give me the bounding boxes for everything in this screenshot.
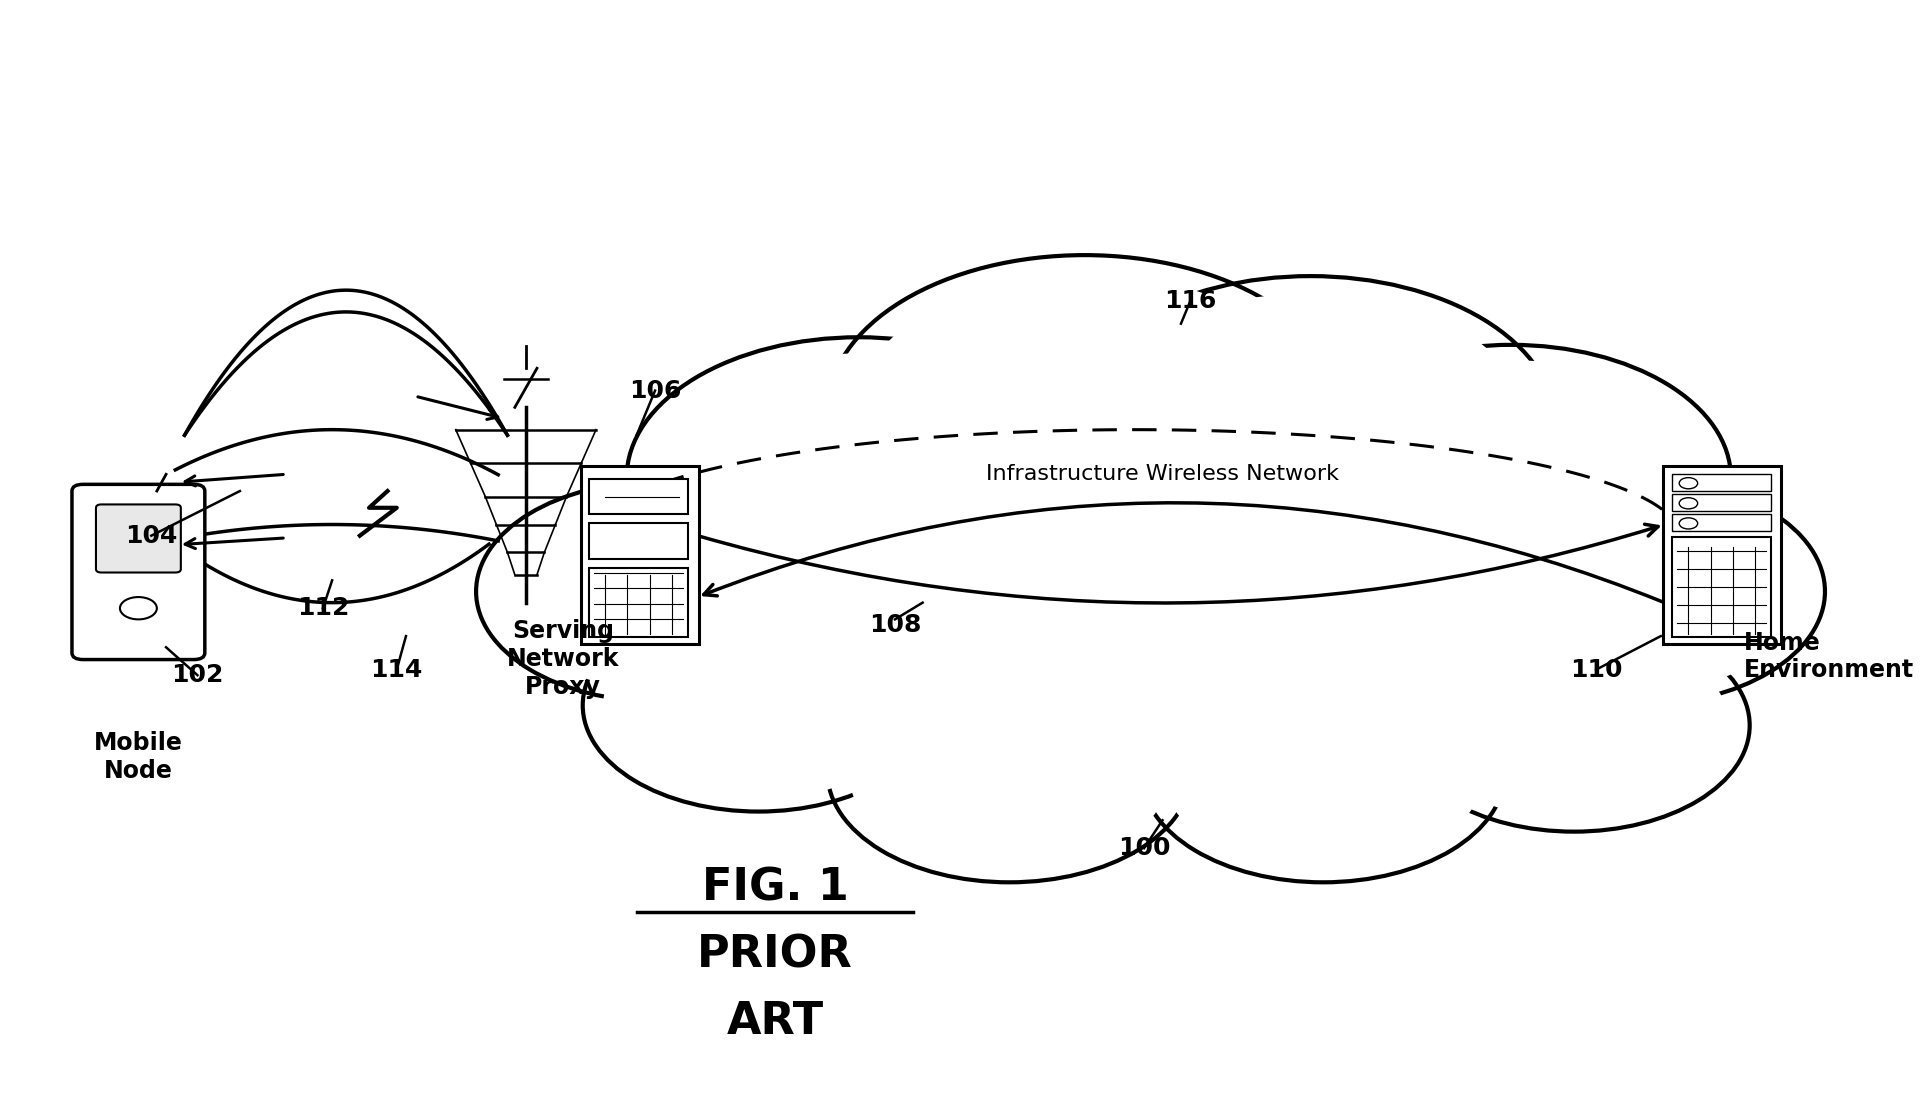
- Text: 110: 110: [1569, 657, 1621, 682]
- Text: FIG. 1: FIG. 1: [701, 866, 848, 910]
- Circle shape: [498, 494, 817, 689]
- Circle shape: [1470, 491, 1801, 692]
- Circle shape: [1065, 276, 1555, 573]
- Text: PRIOR: PRIOR: [697, 933, 852, 976]
- FancyBboxPatch shape: [97, 504, 182, 573]
- FancyBboxPatch shape: [1671, 537, 1770, 637]
- Circle shape: [120, 597, 156, 619]
- Circle shape: [1679, 498, 1696, 509]
- Text: 116: 116: [1163, 289, 1215, 314]
- Text: 114: 114: [371, 657, 423, 682]
- Text: Serving
Network
Proxy: Serving Network Proxy: [506, 619, 618, 699]
- FancyBboxPatch shape: [1662, 466, 1779, 644]
- Circle shape: [1418, 632, 1727, 819]
- Circle shape: [655, 354, 1063, 602]
- FancyBboxPatch shape: [582, 466, 699, 644]
- Text: Infrastructure Wireless Network: Infrastructure Wireless Network: [985, 464, 1339, 484]
- Circle shape: [1140, 662, 1505, 883]
- Circle shape: [1679, 478, 1696, 489]
- Circle shape: [858, 273, 1310, 548]
- Circle shape: [848, 675, 1169, 869]
- Circle shape: [582, 599, 933, 811]
- Circle shape: [1447, 478, 1824, 705]
- Text: Mobile
Node: Mobile Node: [95, 731, 184, 782]
- Text: 106: 106: [628, 378, 680, 403]
- FancyBboxPatch shape: [71, 484, 205, 660]
- FancyBboxPatch shape: [589, 523, 688, 559]
- Circle shape: [603, 612, 912, 799]
- FancyBboxPatch shape: [1671, 494, 1770, 511]
- Circle shape: [475, 481, 840, 702]
- Circle shape: [827, 662, 1190, 883]
- Text: 100: 100: [1117, 836, 1169, 860]
- Circle shape: [1095, 294, 1524, 555]
- FancyBboxPatch shape: [589, 479, 688, 514]
- FancyBboxPatch shape: [1671, 474, 1770, 491]
- Text: 102: 102: [172, 663, 224, 687]
- Circle shape: [626, 337, 1090, 618]
- FancyBboxPatch shape: [589, 568, 688, 637]
- Circle shape: [1679, 518, 1696, 529]
- Ellipse shape: [670, 451, 1598, 799]
- Text: 104: 104: [126, 523, 178, 548]
- Text: 112: 112: [298, 596, 350, 620]
- Text: ART: ART: [726, 1000, 823, 1043]
- Text: Home
Environment: Home Environment: [1743, 631, 1913, 682]
- Ellipse shape: [645, 411, 1623, 812]
- Circle shape: [1397, 619, 1748, 831]
- Circle shape: [1163, 675, 1482, 869]
- Circle shape: [1318, 360, 1704, 595]
- FancyBboxPatch shape: [1671, 514, 1770, 531]
- Circle shape: [1291, 345, 1729, 610]
- Circle shape: [827, 256, 1341, 566]
- Text: 108: 108: [867, 613, 922, 637]
